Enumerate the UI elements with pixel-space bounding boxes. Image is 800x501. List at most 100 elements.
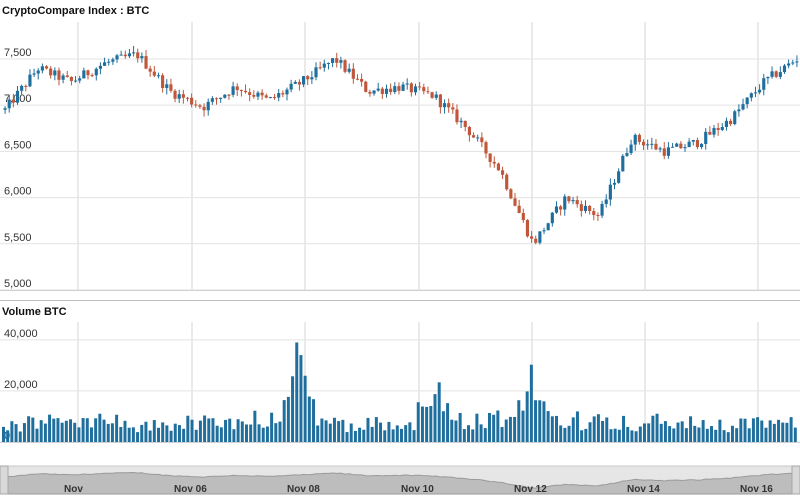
- candle-body[interactable]: [248, 92, 252, 95]
- volume-bar[interactable]: [249, 424, 253, 442]
- candle-body[interactable]: [766, 76, 770, 79]
- volume-bar[interactable]: [647, 423, 651, 442]
- candle-body[interactable]: [422, 87, 426, 92]
- candle-body[interactable]: [567, 196, 571, 202]
- volume-bar[interactable]: [328, 423, 332, 442]
- volume-bar[interactable]: [689, 416, 693, 442]
- candle-body[interactable]: [637, 134, 641, 142]
- volume-bar[interactable]: [102, 419, 106, 442]
- volume-bar[interactable]: [161, 422, 165, 442]
- candle-body[interactable]: [405, 83, 409, 85]
- candle-body[interactable]: [600, 203, 604, 216]
- candle-body[interactable]: [252, 94, 256, 97]
- candle-body[interactable]: [235, 86, 239, 91]
- volume-bar[interactable]: [312, 399, 316, 442]
- candle-body[interactable]: [691, 139, 695, 142]
- volume-bar[interactable]: [186, 415, 190, 442]
- candle-body[interactable]: [621, 155, 625, 172]
- candle-body[interactable]: [608, 184, 612, 200]
- volume-bar[interactable]: [43, 423, 47, 442]
- volume-bars[interactable]: [2, 342, 797, 442]
- candle-body[interactable]: [123, 54, 127, 57]
- price-candles[interactable]: [3, 45, 799, 245]
- volume-bar[interactable]: [638, 426, 642, 442]
- candle-body[interactable]: [733, 111, 737, 125]
- volume-bar[interactable]: [391, 429, 395, 442]
- candle-body[interactable]: [73, 80, 78, 82]
- candle-body[interactable]: [612, 182, 617, 185]
- candle-body[interactable]: [550, 212, 554, 224]
- volume-bar[interactable]: [467, 425, 471, 442]
- candle-body[interactable]: [426, 91, 430, 93]
- volume-bar[interactable]: [215, 425, 219, 442]
- volume-bar[interactable]: [337, 421, 341, 442]
- volume-bar[interactable]: [194, 429, 198, 442]
- volume-bar[interactable]: [559, 425, 563, 442]
- volume-bar[interactable]: [60, 422, 64, 442]
- volume-bar[interactable]: [722, 430, 726, 442]
- candle-body[interactable]: [347, 68, 351, 72]
- candle-body[interactable]: [484, 142, 488, 154]
- candle-body[interactable]: [463, 120, 467, 127]
- volume-bar[interactable]: [224, 419, 228, 442]
- candle-body[interactable]: [774, 71, 778, 77]
- volume-bar[interactable]: [726, 432, 730, 442]
- volume-bar[interactable]: [475, 413, 479, 442]
- volume-bar[interactable]: [253, 410, 257, 442]
- candle-body[interactable]: [430, 92, 434, 98]
- volume-bar[interactable]: [617, 429, 621, 442]
- volume-bar[interactable]: [789, 417, 793, 442]
- candle-body[interactable]: [181, 94, 185, 98]
- candle-body[interactable]: [136, 52, 140, 59]
- candle-body[interactable]: [152, 71, 156, 76]
- volume-bar[interactable]: [244, 424, 248, 442]
- volume-bar[interactable]: [77, 427, 81, 442]
- candle-body[interactable]: [90, 75, 94, 77]
- volume-bar[interactable]: [718, 419, 722, 442]
- candle-body[interactable]: [625, 153, 629, 156]
- candle-body[interactable]: [318, 67, 322, 69]
- volume-bar[interactable]: [743, 418, 747, 442]
- volume-bar[interactable]: [144, 421, 148, 442]
- candle-body[interactable]: [442, 103, 447, 108]
- candle-body[interactable]: [301, 76, 306, 85]
- volume-bar[interactable]: [81, 418, 85, 442]
- candle-body[interactable]: [268, 97, 272, 99]
- candle-body[interactable]: [471, 135, 476, 138]
- candle-body[interactable]: [297, 81, 302, 85]
- candle-body[interactable]: [758, 89, 762, 93]
- candle-body[interactable]: [654, 143, 658, 150]
- volume-bar[interactable]: [663, 421, 667, 442]
- volume-bar[interactable]: [714, 429, 718, 442]
- volume-bar[interactable]: [571, 417, 575, 442]
- volume-bar[interactable]: [270, 412, 274, 442]
- volume-bar[interactable]: [56, 418, 60, 442]
- candle-body[interactable]: [335, 58, 339, 63]
- volume-bar[interactable]: [136, 432, 140, 442]
- volume-bar[interactable]: [240, 421, 244, 442]
- candle-body[interactable]: [272, 97, 277, 99]
- candle-body[interactable]: [737, 109, 741, 112]
- volume-bar[interactable]: [14, 424, 18, 442]
- candle-body[interactable]: [57, 70, 61, 80]
- volume-bar[interactable]: [94, 418, 98, 442]
- volume-bar[interactable]: [479, 424, 483, 442]
- volume-bar[interactable]: [18, 431, 22, 442]
- candle-body[interactable]: [107, 61, 111, 63]
- volume-bar[interactable]: [584, 428, 588, 442]
- candle-body[interactable]: [434, 94, 438, 98]
- candle-body[interactable]: [20, 85, 24, 91]
- candle-body[interactable]: [206, 101, 210, 111]
- volume-bar[interactable]: [517, 400, 521, 442]
- candle-body[interactable]: [650, 143, 654, 145]
- candle-body[interactable]: [368, 91, 372, 94]
- candle-body[interactable]: [24, 85, 28, 87]
- volume-bar[interactable]: [450, 419, 454, 442]
- candle-body[interactable]: [530, 236, 534, 239]
- volume-bar[interactable]: [232, 429, 236, 442]
- volume-bar[interactable]: [152, 420, 156, 442]
- volume-bar[interactable]: [793, 427, 797, 442]
- volume-bar[interactable]: [680, 421, 684, 442]
- volume-bar[interactable]: [730, 425, 734, 442]
- candle-body[interactable]: [670, 146, 675, 148]
